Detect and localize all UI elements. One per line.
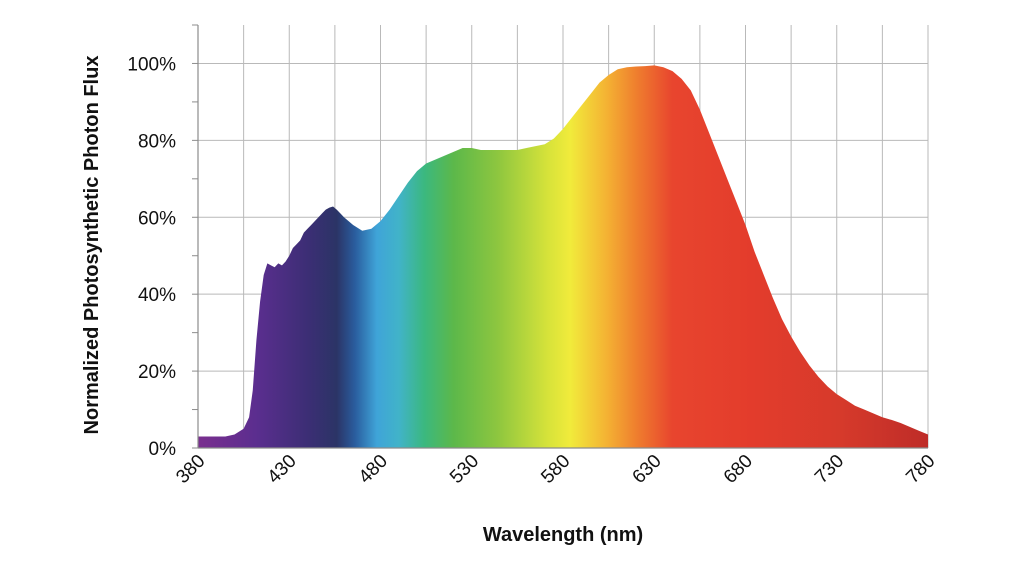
y-tick-label: 0%: [149, 439, 177, 460]
x-tick-labels: 380 430 480 530 580 630 680 730 780: [172, 451, 939, 488]
y-tick-label: 60%: [138, 208, 176, 229]
x-tick-label: 730: [811, 451, 848, 488]
y-tick-label: 20%: [138, 362, 176, 383]
x-tick-label: 780: [902, 451, 939, 488]
spectrum-area: [198, 65, 928, 448]
y-tick-labels: 0% 20% 40% 60% 80% 100%: [127, 54, 176, 460]
x-tick-label: 430: [264, 451, 301, 488]
x-tick-label: 530: [446, 451, 483, 488]
x-tick-label: 580: [537, 451, 574, 488]
x-axis-title: Wavelength (nm): [483, 524, 643, 546]
x-tick-label: 380: [172, 451, 209, 488]
y-tick-label: 100%: [127, 54, 176, 75]
x-tick-label: 480: [355, 451, 392, 488]
x-tick-label: 680: [720, 451, 757, 488]
x-tick-label: 630: [629, 451, 666, 488]
y-tick-label: 40%: [138, 285, 176, 306]
axes: [192, 24, 928, 449]
y-axis-title: Normalized Photosynthetic Photon Flux: [81, 56, 103, 435]
y-tick-label: 80%: [138, 131, 176, 152]
